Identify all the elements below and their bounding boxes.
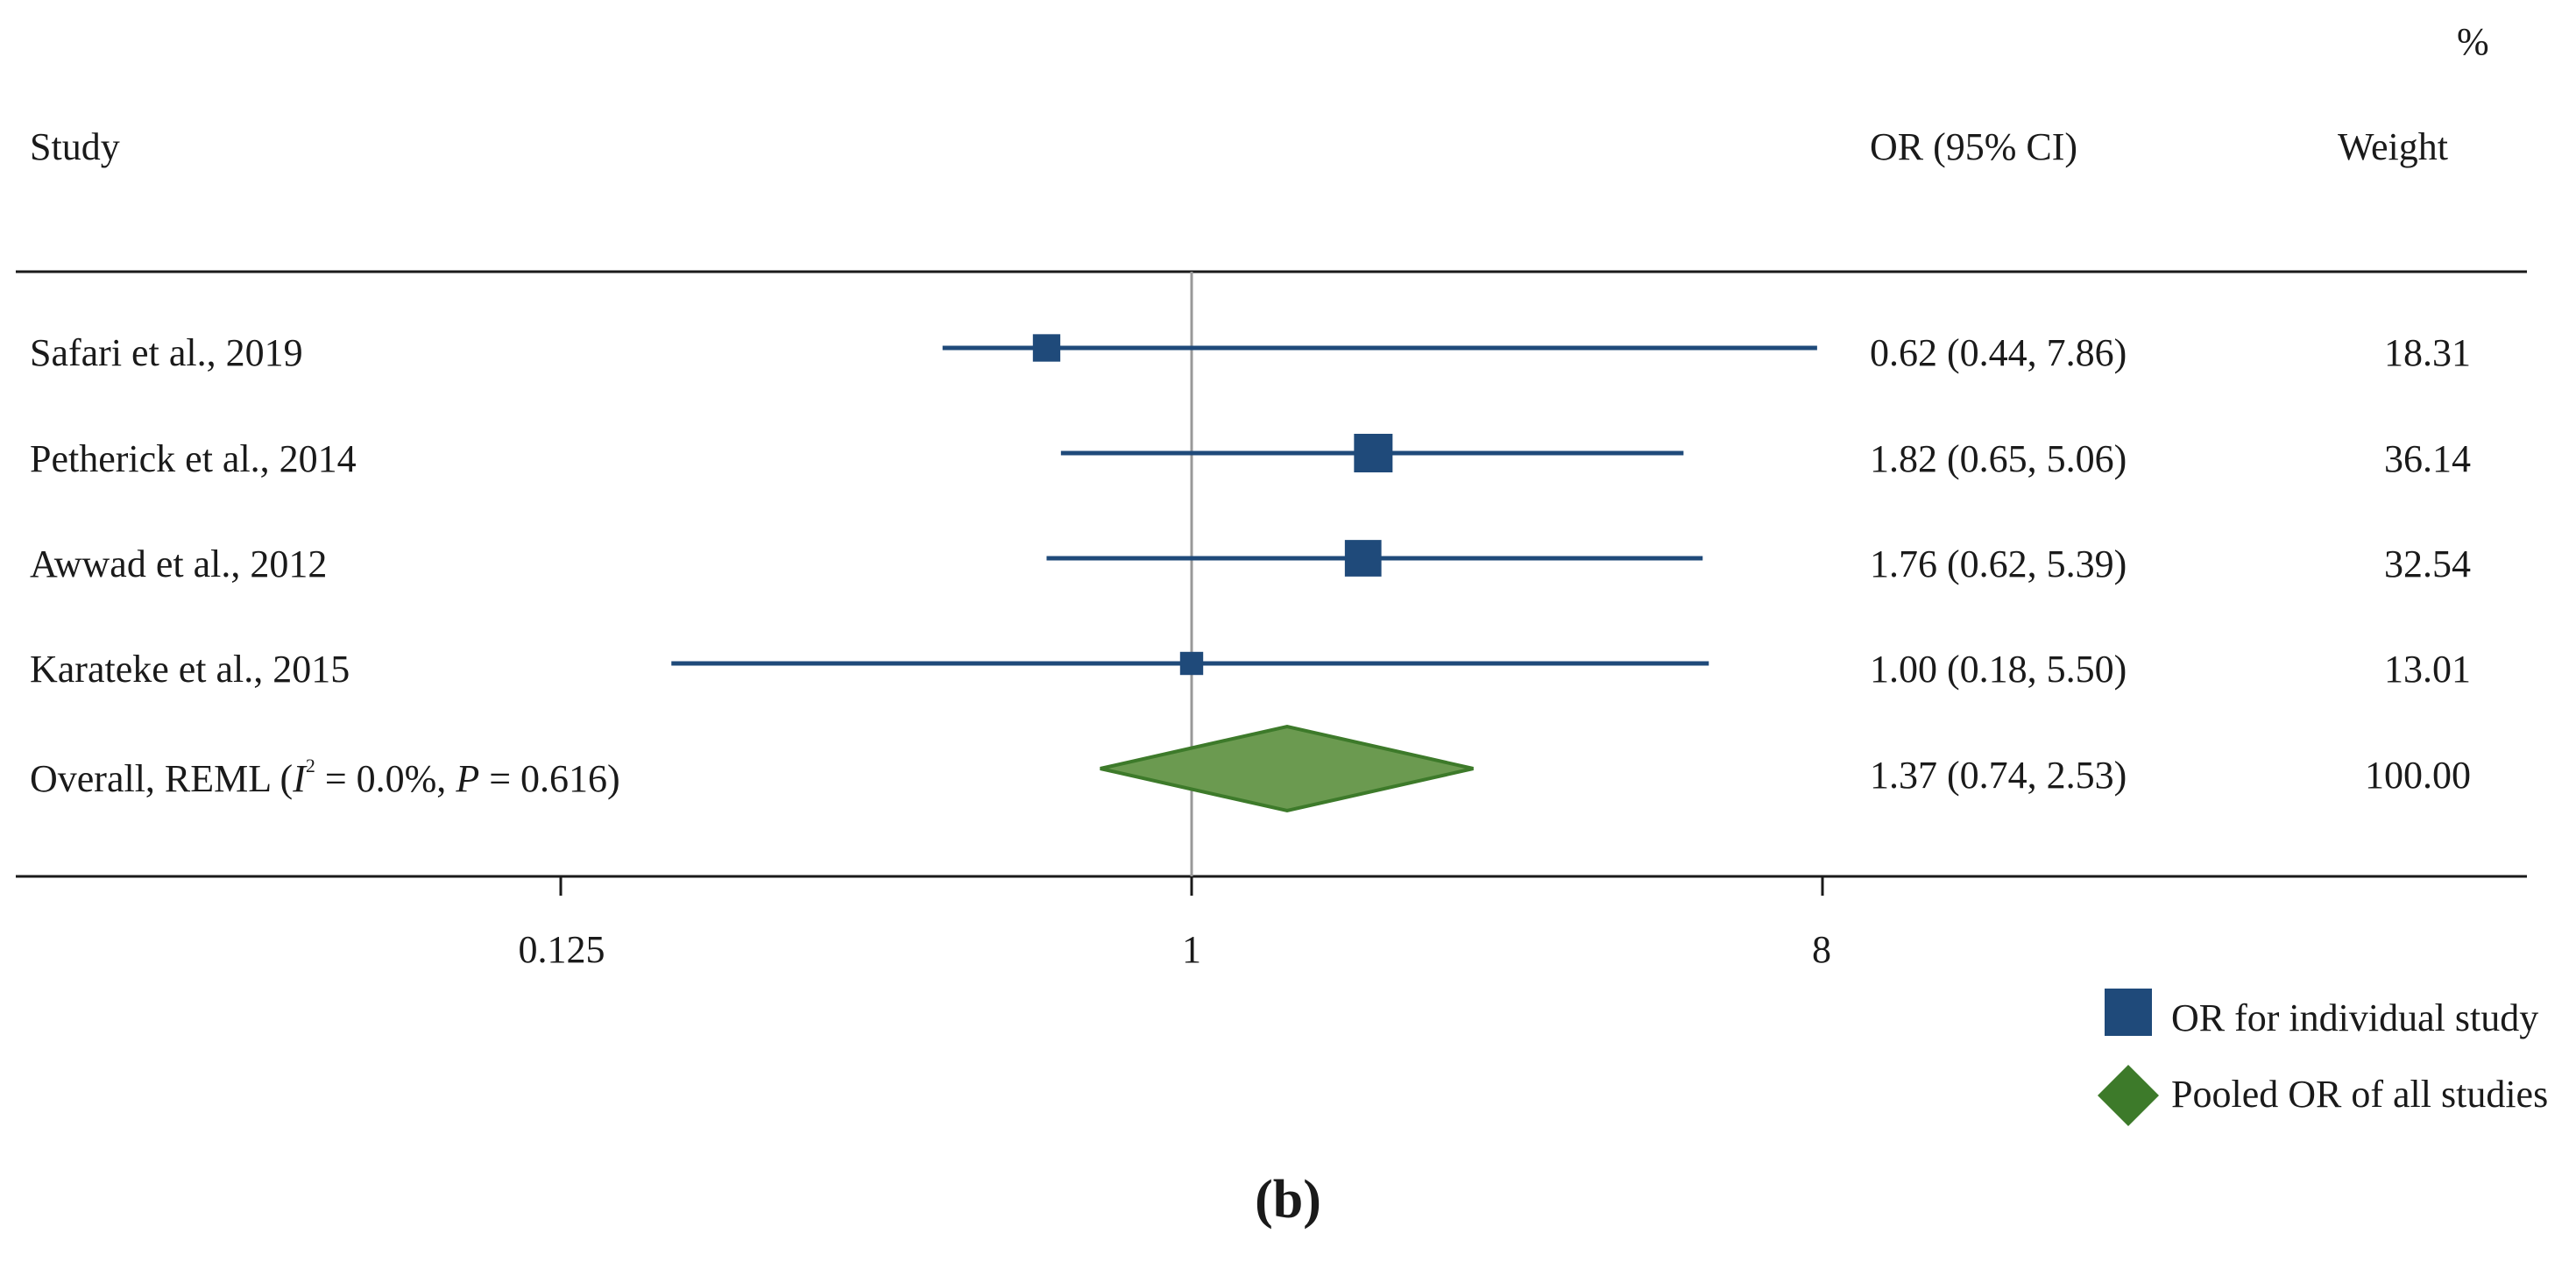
ci-text: 1.00 (0.18, 5.50) (1870, 648, 2127, 691)
study-label: Karateke et al., 2015 (30, 648, 350, 691)
overall-label-p: P (456, 757, 480, 800)
weight-text: 36.14 (2384, 437, 2471, 480)
or-column-header: OR (95% CI) (1870, 125, 2078, 168)
legend-label-pooled: Pooled OR of all studies (2171, 1073, 2549, 1116)
pooled-or-diamond (1100, 724, 1474, 813)
ci-text: 0.62 (0.44, 7.86) (1870, 331, 2127, 374)
overall-label-sup: 2 (305, 755, 315, 776)
weight-header-percent: % (2457, 20, 2489, 63)
weight-column-header: Weight (2338, 125, 2448, 168)
study-or-marker (1179, 651, 1204, 676)
weight-text: 32.54 (2384, 542, 2471, 585)
legend-diamond-icon (2098, 1065, 2159, 1126)
ci-text-overall: 1.37 (0.74, 2.53) (1870, 754, 2127, 797)
legend-square-icon (2105, 989, 2152, 1036)
study-label: Safari et al., 2019 (30, 331, 303, 374)
overall-label-prefix: Overall, REML ( (30, 757, 294, 800)
x-tick-label: 0.125 (518, 928, 605, 971)
overall-label-i: I (293, 757, 306, 800)
ci-text: 1.82 (0.65, 5.06) (1870, 437, 2127, 480)
weight-text: 18.31 (2384, 331, 2471, 374)
study-label: Petherick et al., 2014 (30, 437, 357, 480)
study-column-header: Study (30, 125, 120, 168)
study-or-marker (1344, 540, 1382, 577)
weight-text: 13.01 (2384, 648, 2471, 691)
study-or-marker (1354, 434, 1393, 472)
figure-label: (b) (1255, 1170, 1321, 1230)
legend-label-study: OR for individual study (2171, 996, 2539, 1039)
weight-text-overall: 100.00 (2365, 754, 2471, 797)
study-or-marker (1032, 334, 1061, 362)
x-tick-label: 1 (1182, 928, 1201, 971)
overall-label-end: = 0.616) (479, 757, 620, 800)
overall-label-mid: = 0.0%, (315, 757, 456, 800)
x-tick-label: 8 (1812, 928, 1831, 971)
study-label: Awwad et al., 2012 (30, 542, 328, 585)
ci-text: 1.76 (0.62, 5.39) (1870, 542, 2127, 585)
overall-label: Overall, REML (I2 = 0.0%, P = 0.616) (30, 756, 620, 798)
